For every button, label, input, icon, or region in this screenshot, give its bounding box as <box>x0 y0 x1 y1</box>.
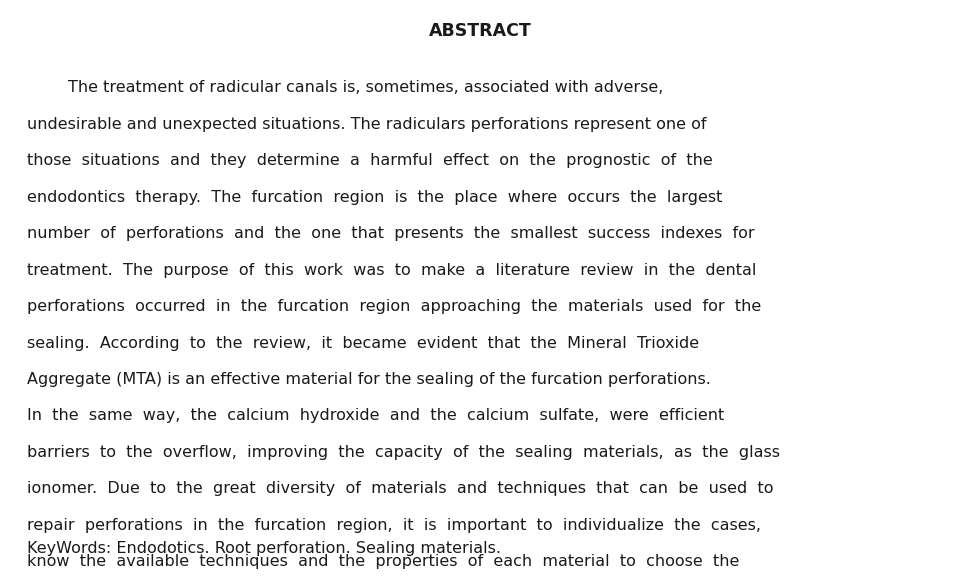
Text: ABSTRACT: ABSTRACT <box>428 22 532 40</box>
Text: endodontics  therapy.  The  furcation  region  is  the  place  where  occurs  th: endodontics therapy. The furcation regio… <box>27 190 722 205</box>
Text: barriers  to  the  overflow,  improving  the  capacity  of  the  sealing  materi: barriers to the overflow, improving the … <box>27 445 780 460</box>
Text: ionomer.  Due  to  the  great  diversity  of  materials  and  techniques  that  : ionomer. Due to the great diversity of m… <box>27 482 774 496</box>
Text: number  of  perforations  and  the  one  that  presents  the  smallest  success : number of perforations and the one that … <box>27 226 755 241</box>
Text: know  the  available  techniques  and  the  properties  of  each  material  to  : know the available techniques and the pr… <box>27 554 739 569</box>
Text: perforations  occurred  in  the  furcation  region  approaching  the  materials : perforations occurred in the furcation r… <box>27 299 761 314</box>
Text: repair  perforations  in  the  furcation  region,  it  is  important  to  indivi: repair perforations in the furcation reg… <box>27 518 761 533</box>
Text: In  the  same  way,  the  calcium  hydroxide  and  the  calcium  sulfate,  were : In the same way, the calcium hydroxide a… <box>27 408 724 423</box>
Text: treatment.  The  purpose  of  this  work  was  to  make  a  literature  review  : treatment. The purpose of this work was … <box>27 262 756 278</box>
Text: KeyWords: Endodotics. Root perforation. Sealing materials.: KeyWords: Endodotics. Root perforation. … <box>27 541 501 556</box>
Text: undesirable and unexpected situations. The radiculars perforations represent one: undesirable and unexpected situations. T… <box>27 117 707 132</box>
Text: Aggregate (MTA) is an effective material for the sealing of the furcation perfor: Aggregate (MTA) is an effective material… <box>27 372 710 387</box>
Text: sealing.  According  to  the  review,  it  became  evident  that  the  Mineral  : sealing. According to the review, it bec… <box>27 336 699 350</box>
Text: those  situations  and  they  determine  a  harmful  effect  on  the  prognostic: those situations and they determine a ha… <box>27 153 712 168</box>
Text: The treatment of radicular canals is, sometimes, associated with adverse,: The treatment of radicular canals is, so… <box>27 80 663 96</box>
